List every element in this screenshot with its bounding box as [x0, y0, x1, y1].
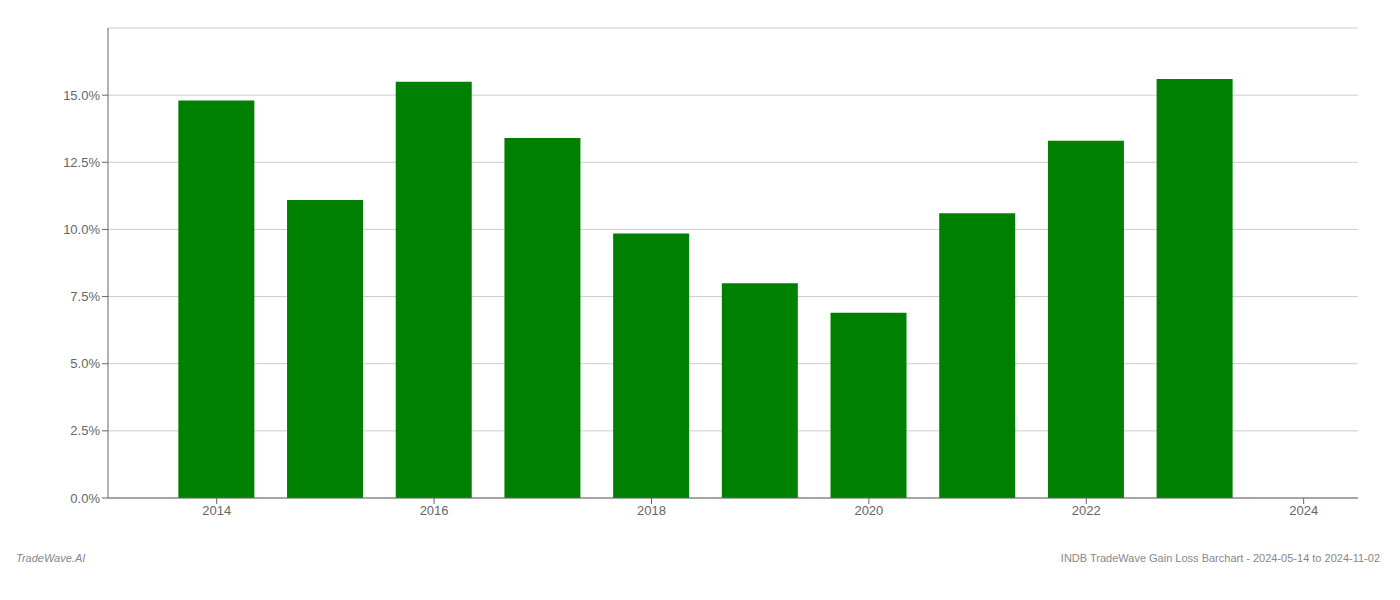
- svg-text:2024: 2024: [1289, 503, 1318, 518]
- svg-text:2020: 2020: [854, 503, 883, 518]
- svg-text:12.5%: 12.5%: [63, 155, 100, 170]
- svg-text:5.0%: 5.0%: [70, 356, 100, 371]
- svg-text:2016: 2016: [420, 503, 449, 518]
- svg-text:0.0%: 0.0%: [70, 491, 100, 506]
- svg-text:2.5%: 2.5%: [70, 423, 100, 438]
- html-text:TradeWave.AI: TradeWave.AI: [16, 552, 86, 564]
- svg-text:2014: 2014: [202, 503, 231, 518]
- svg-text:2022: 2022: [1072, 503, 1101, 518]
- html-text:INDB TradeWave Gain Loss Barch: INDB TradeWave Gain Loss Barchart - 2024…: [1060, 552, 1380, 564]
- svg-text:7.5%: 7.5%: [70, 289, 100, 304]
- svg-text:15.0%: 15.0%: [63, 88, 100, 103]
- svg-text:10.0%: 10.0%: [63, 222, 100, 237]
- svg-text:2018: 2018: [637, 503, 666, 518]
